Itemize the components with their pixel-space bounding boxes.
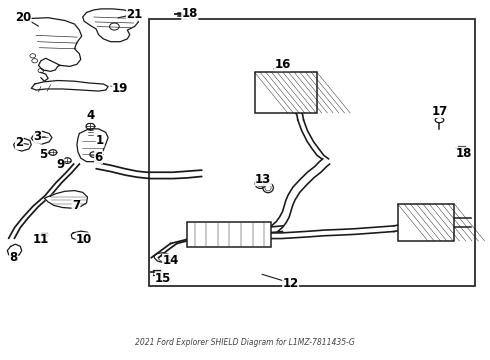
Text: 14: 14 — [162, 254, 179, 267]
Text: 5: 5 — [39, 148, 48, 161]
Bar — [149, 19, 475, 286]
Text: 16: 16 — [274, 58, 291, 71]
Text: 18: 18 — [455, 147, 472, 160]
Text: 9: 9 — [56, 158, 64, 171]
Text: 12: 12 — [283, 276, 299, 289]
Text: 4: 4 — [86, 109, 95, 122]
Text: 3: 3 — [33, 130, 42, 143]
Bar — [187, 222, 271, 247]
Text: 20: 20 — [15, 10, 31, 23]
Text: 7: 7 — [72, 199, 80, 212]
Text: 2: 2 — [15, 136, 24, 149]
Text: 15: 15 — [155, 271, 172, 284]
Text: 1: 1 — [96, 134, 104, 147]
Text: 6: 6 — [95, 150, 103, 163]
Bar — [255, 72, 317, 113]
Text: 19: 19 — [112, 82, 128, 95]
Text: 17: 17 — [431, 105, 447, 118]
Text: 8: 8 — [9, 251, 18, 264]
Text: 10: 10 — [76, 233, 92, 246]
Text: 13: 13 — [255, 173, 271, 186]
Text: 21: 21 — [126, 8, 143, 21]
Text: 18: 18 — [182, 7, 198, 20]
Text: 2021 Ford Explorer SHIELD Diagram for L1MZ-7811435-G: 2021 Ford Explorer SHIELD Diagram for L1… — [135, 338, 355, 347]
Polygon shape — [44, 190, 88, 208]
Text: 11: 11 — [33, 234, 49, 247]
Bar — [398, 204, 454, 241]
